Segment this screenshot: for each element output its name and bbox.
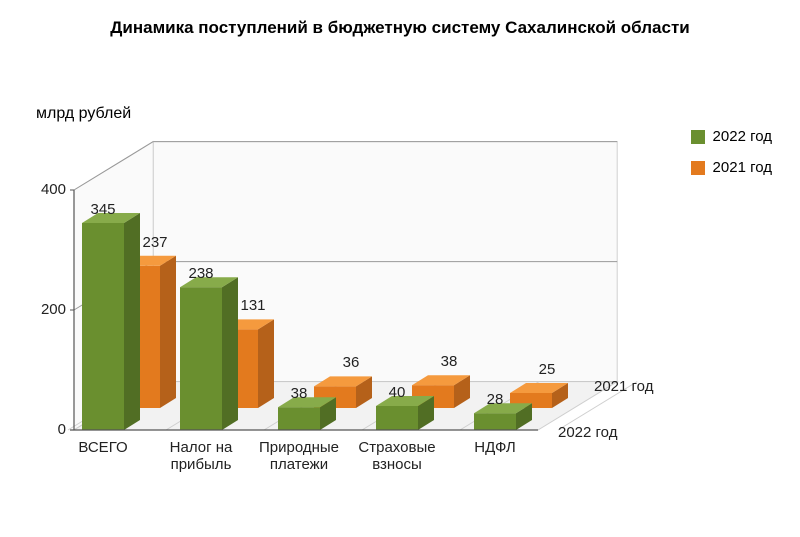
y-tick-200: 200 [26,301,66,318]
y-tick-400: 400 [26,181,66,198]
bar-value-2021-0: 237 [128,234,182,251]
legend-swatch-2021 [691,161,705,175]
row-label-2022 год: 2022 год [558,424,617,441]
legend: 2022 год 2021 год [691,128,772,190]
row-label-2021 год: 2021 год [594,378,653,395]
bar-value-2022-3: 40 [370,384,424,401]
y-tick-0: 0 [26,421,66,438]
legend-swatch-2022 [691,130,705,144]
bar-value-2021-1: 131 [226,297,280,314]
bar-value-2021-4: 25 [520,361,574,378]
bar-value-2022-2: 38 [272,385,326,402]
category-label-1: Налог на прибыль [156,440,246,473]
chart-area: 2022 год 2021 год 0 200 400 ВСЕГО Налог на … [20,120,780,500]
legend-item-2022: 2022 год [691,128,772,145]
bar-value-2022-0: 345 [76,201,130,218]
category-label-3: Страховые взносы [352,440,442,473]
category-label-2: Природные платежи [254,440,344,473]
category-label-4: НДФЛ [450,440,540,457]
legend-label-2021: 2021 год [713,159,772,176]
bar-value-2022-4: 28 [468,391,522,408]
category-label-0: ВСЕГО [58,440,148,457]
bar-value-2022-1: 238 [174,265,228,282]
chart-title: Динамика поступлений в бюджетную систему… [0,18,800,38]
bar-value-2021-2: 36 [324,354,378,371]
bar-value-2021-3: 38 [422,353,476,370]
legend-item-2021: 2021 год [691,159,772,176]
legend-label-2022: 2022 год [713,128,772,145]
